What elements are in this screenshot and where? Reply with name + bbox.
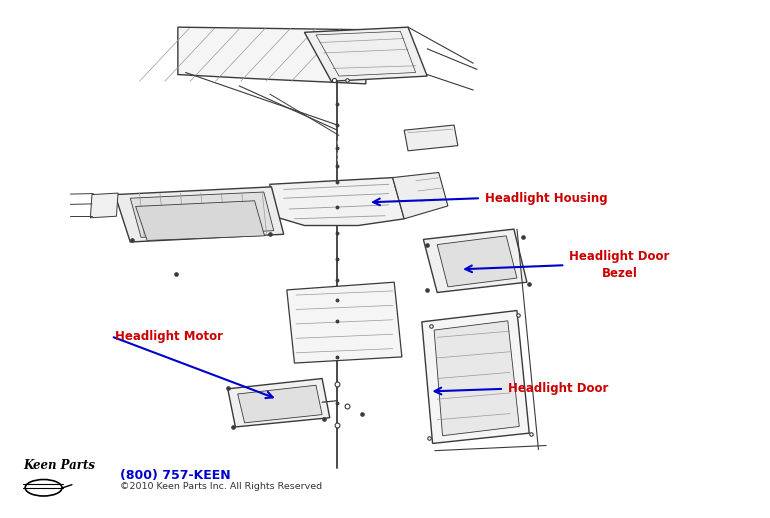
Polygon shape — [437, 236, 517, 287]
Polygon shape — [434, 321, 519, 436]
Polygon shape — [424, 229, 527, 293]
Text: ©2010 Keen Parts Inc. All Rights Reserved: ©2010 Keen Parts Inc. All Rights Reserve… — [120, 482, 323, 491]
Polygon shape — [270, 178, 404, 225]
Polygon shape — [422, 310, 529, 443]
Polygon shape — [404, 125, 458, 151]
Text: Headlight Door: Headlight Door — [507, 382, 608, 395]
Polygon shape — [130, 192, 274, 237]
Polygon shape — [393, 172, 448, 219]
Polygon shape — [238, 385, 322, 423]
Polygon shape — [90, 193, 118, 218]
Text: Headlight Housing: Headlight Housing — [485, 192, 608, 205]
Text: Keen Parts: Keen Parts — [23, 459, 95, 472]
Text: (800) 757-KEEN: (800) 757-KEEN — [120, 469, 231, 482]
Polygon shape — [304, 27, 427, 81]
Polygon shape — [115, 187, 283, 242]
Text: Headlight Door
Bezel: Headlight Door Bezel — [569, 250, 669, 280]
Polygon shape — [286, 282, 402, 363]
Polygon shape — [136, 201, 265, 240]
Text: Headlight Motor: Headlight Motor — [115, 330, 223, 343]
Polygon shape — [228, 379, 330, 427]
Polygon shape — [178, 27, 366, 84]
